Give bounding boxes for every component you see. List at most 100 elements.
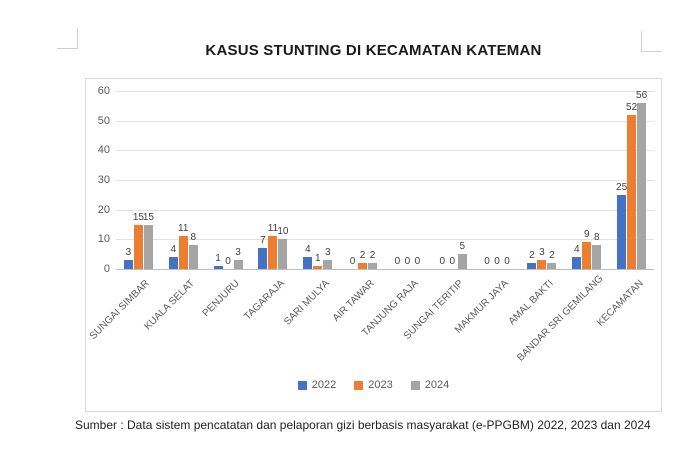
bar-2023 [358, 263, 368, 269]
data-label: 2 [529, 250, 535, 262]
data-label: 0 [394, 256, 401, 267]
legend-swatch-icon [410, 380, 420, 390]
data-label: 2 [549, 250, 555, 262]
x-axis-category-label: BANDAR SRI GEMILANG [514, 273, 606, 364]
data-label: 25 [616, 181, 628, 193]
chart-object[interactable]: 0 10 20 30 40 50 60 3 15 15 SUNGAI SIMBAR 4 11 8 KUALA… [85, 78, 662, 412]
source-caption: Sumber : Data sistem pencatatan dan pela… [75, 418, 651, 432]
legend-swatch-icon [297, 380, 307, 390]
data-label: 1 [314, 253, 321, 265]
data-label: 7 [260, 235, 266, 247]
bar-2022 [527, 263, 537, 269]
bar-2024 [143, 224, 153, 269]
bar-2024 [368, 263, 378, 269]
gridline [116, 209, 654, 211]
bar-2022 [168, 257, 178, 269]
bar-2023 [178, 236, 188, 269]
bar-2023 [133, 224, 143, 269]
data-label: 0 [494, 256, 500, 267]
bar-2022 [617, 194, 627, 269]
data-label: 0 [414, 256, 421, 267]
x-axis-line [116, 269, 654, 270]
data-label: 5 [459, 241, 466, 253]
bar-2023 [537, 260, 547, 269]
chart-title: KASUS STUNTING DI KECAMATAN KATEMAN [205, 42, 542, 59]
data-label: 15 [132, 211, 144, 223]
x-axis-category-label: KECAMATAN [594, 278, 646, 329]
data-label: 4 [170, 244, 177, 256]
data-label: 52 [626, 101, 638, 113]
y-axis-tick-label: 60 [97, 85, 110, 97]
bar-2024 [278, 239, 288, 269]
legend-item-2024: 2024 [410, 379, 450, 391]
x-axis-category-label: MAKMUR JAYA [453, 278, 511, 336]
bar-2022 [213, 266, 223, 269]
y-axis-tick-label: 50 [97, 114, 110, 127]
bar-2022 [303, 257, 313, 269]
data-label: 10 [277, 226, 289, 238]
data-label: 8 [190, 232, 197, 244]
data-label: 11 [178, 223, 189, 235]
data-label: 0 [484, 256, 490, 267]
y-axis-tick-label: 30 [97, 174, 110, 186]
bar-2023 [268, 236, 278, 269]
gridline [116, 180, 654, 181]
legend-label: 2022 [311, 379, 337, 391]
bar-2024 [233, 260, 243, 269]
page-margin-crop-mark-left-icon [57, 28, 78, 49]
x-axis-category-label: KUALA SELAT [142, 278, 198, 333]
bar-2024 [547, 263, 557, 269]
data-label: 15 [142, 211, 154, 223]
data-label: 4 [304, 244, 311, 256]
data-label: 2 [359, 250, 366, 262]
bar-2022 [258, 248, 268, 269]
y-axis-tick-label: 0 [103, 263, 110, 275]
data-label: 11 [267, 223, 279, 235]
data-label: 0 [225, 256, 231, 267]
data-label: 0 [349, 256, 356, 267]
bar-2022 [123, 260, 133, 269]
gridline [116, 150, 654, 152]
data-label: 3 [125, 247, 132, 259]
gridline [116, 120, 654, 122]
data-label: 2 [369, 250, 376, 262]
data-label: 1 [215, 253, 221, 265]
y-axis-tick-label: 20 [97, 203, 110, 216]
x-axis-category-label: SUNGAI SIMBAR [88, 278, 153, 342]
data-label: 3 [539, 247, 545, 259]
legend-item-2022: 2022 [297, 379, 337, 391]
data-label: 0 [449, 256, 456, 267]
y-axis-tick-label: 10 [97, 233, 110, 246]
x-axis-category-label: TAGARAJA [242, 278, 287, 323]
data-label: 9 [583, 229, 590, 241]
legend-item-2023: 2023 [354, 379, 393, 391]
page-margin-crop-mark-right-icon [641, 31, 662, 52]
bar-2023 [627, 114, 637, 269]
data-label: 3 [324, 247, 331, 259]
data-label: 0 [439, 256, 446, 267]
x-axis-category-label: SARI MULYA [281, 278, 332, 328]
bar-2024 [637, 102, 647, 269]
plot-area: 0 10 20 30 40 50 60 3 15 15 SUNGAI SIMBAR 4 11 8 KUALA… [86, 79, 661, 411]
bar-2024 [592, 245, 602, 269]
x-axis-category-label: PENJURU [200, 278, 242, 320]
x-axis-category-label: AIR TAWAR [330, 278, 377, 324]
data-label: 0 [404, 256, 411, 267]
x-axis-category-label: TANJUNG RAJA [360, 278, 422, 339]
data-label: 56 [636, 89, 648, 101]
data-label: 4 [573, 244, 580, 256]
bar-2023 [313, 266, 323, 269]
legend-label: 2023 [368, 379, 393, 391]
x-axis-category-label: AMAL BAKTI [506, 278, 556, 328]
legend-label: 2024 [424, 379, 450, 391]
gridline [116, 91, 654, 92]
legend-swatch-icon [354, 380, 364, 390]
chart-legend: 2022 2023 2024 [86, 379, 661, 391]
data-label: 0 [504, 256, 510, 267]
bar-2024 [457, 254, 467, 269]
x-axis-category-label: SUNGAI TERITIP [402, 278, 467, 342]
data-label: 3 [235, 247, 241, 259]
bar-2024 [323, 260, 333, 269]
bar-2023 [582, 242, 592, 269]
bar-2022 [572, 257, 582, 269]
